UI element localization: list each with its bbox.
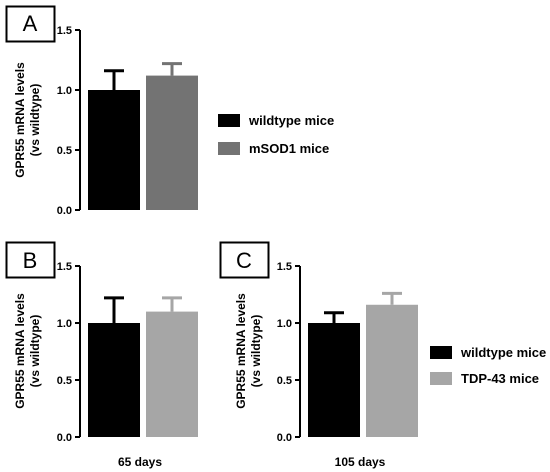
- panel-letter: C: [236, 248, 252, 273]
- y-tick-label: 0.0: [277, 432, 292, 444]
- panel-letter: B: [23, 248, 38, 273]
- y-axis-label-line: GPR55 mRNA levels: [234, 293, 248, 409]
- bar-wildtype-mice: [308, 323, 360, 437]
- y-tick-label: 1.5: [57, 25, 72, 37]
- y-tick-label: 1.0: [57, 85, 72, 97]
- y-axis-label-line: (vs wildtype): [28, 84, 42, 157]
- bar-wildtype-mice: [88, 323, 140, 437]
- y-axis-label-line: (vs wildtype): [28, 315, 42, 388]
- y-tick-label: 0.5: [277, 375, 292, 387]
- legend-swatch: [430, 372, 452, 385]
- bar-tdp-43-mice: [146, 311, 198, 437]
- panel-letter: A: [23, 11, 38, 36]
- y-tick-label: 1.0: [277, 318, 292, 330]
- y-tick-label: 0.5: [57, 375, 72, 387]
- chart-panel-b: B 0.0 0.5 1.0 1.5 GPR55 mRNA levels(vs wildty…: [5, 241, 198, 469]
- legend-label: wildtype mice: [248, 113, 334, 128]
- y-axis-label: GPR55 mRNA levels(vs wildtype): [13, 293, 42, 409]
- legend-swatch: [218, 142, 240, 155]
- legend-swatch: [218, 114, 240, 127]
- y-tick-label: 1.0: [57, 318, 72, 330]
- bar-tdp-43-mice: [366, 304, 418, 437]
- legend-label: mSOD1 mice: [249, 141, 329, 156]
- x-axis-label: 105 days: [335, 455, 386, 469]
- y-axis-label: GPR55 mRNA levels(vs wildtype): [13, 62, 42, 178]
- y-axis-label-line: GPR55 mRNA levels: [13, 62, 27, 178]
- y-tick-label: 1.5: [277, 261, 292, 273]
- chart-panel-c: C 0.0 0.5 1.0 1.5 GPR55 mRNA levels(vs wildty…: [219, 241, 418, 469]
- y-tick-label: 0.0: [57, 432, 72, 444]
- y-axis-label: GPR55 mRNA levels(vs wildtype): [234, 293, 263, 409]
- y-tick-label: 0.0: [57, 205, 72, 217]
- bar-wildtype-mice: [88, 90, 140, 210]
- legend-label: TDP-43 mice: [461, 371, 539, 386]
- bar-msod1-mice: [146, 75, 198, 210]
- chart-panel-a: A 0.0 0.5 1.0 1.5 GPR55 mRNA levels(vs wildty…: [5, 5, 198, 217]
- y-tick-label: 0.5: [57, 145, 72, 157]
- panel-letter-box: [5, 5, 56, 43]
- panel-letter-box: [219, 241, 270, 279]
- x-axis-label: 65 days: [118, 455, 162, 469]
- y-tick-label: 1.5: [57, 261, 72, 273]
- legend-1: wildtype mice mSOD1 mice: [218, 113, 334, 156]
- y-axis-label-line: (vs wildtype): [249, 315, 263, 388]
- legends: wildtype mice mSOD1 mice wildtype mice TDP-…: [218, 113, 546, 386]
- legend-2: wildtype mice TDP-43 mice: [430, 345, 546, 386]
- panel-letter-box: [5, 241, 56, 279]
- legend-swatch: [430, 346, 452, 359]
- y-axis-label-line: GPR55 mRNA levels: [13, 293, 27, 409]
- legend-label: wildtype mice: [460, 345, 546, 360]
